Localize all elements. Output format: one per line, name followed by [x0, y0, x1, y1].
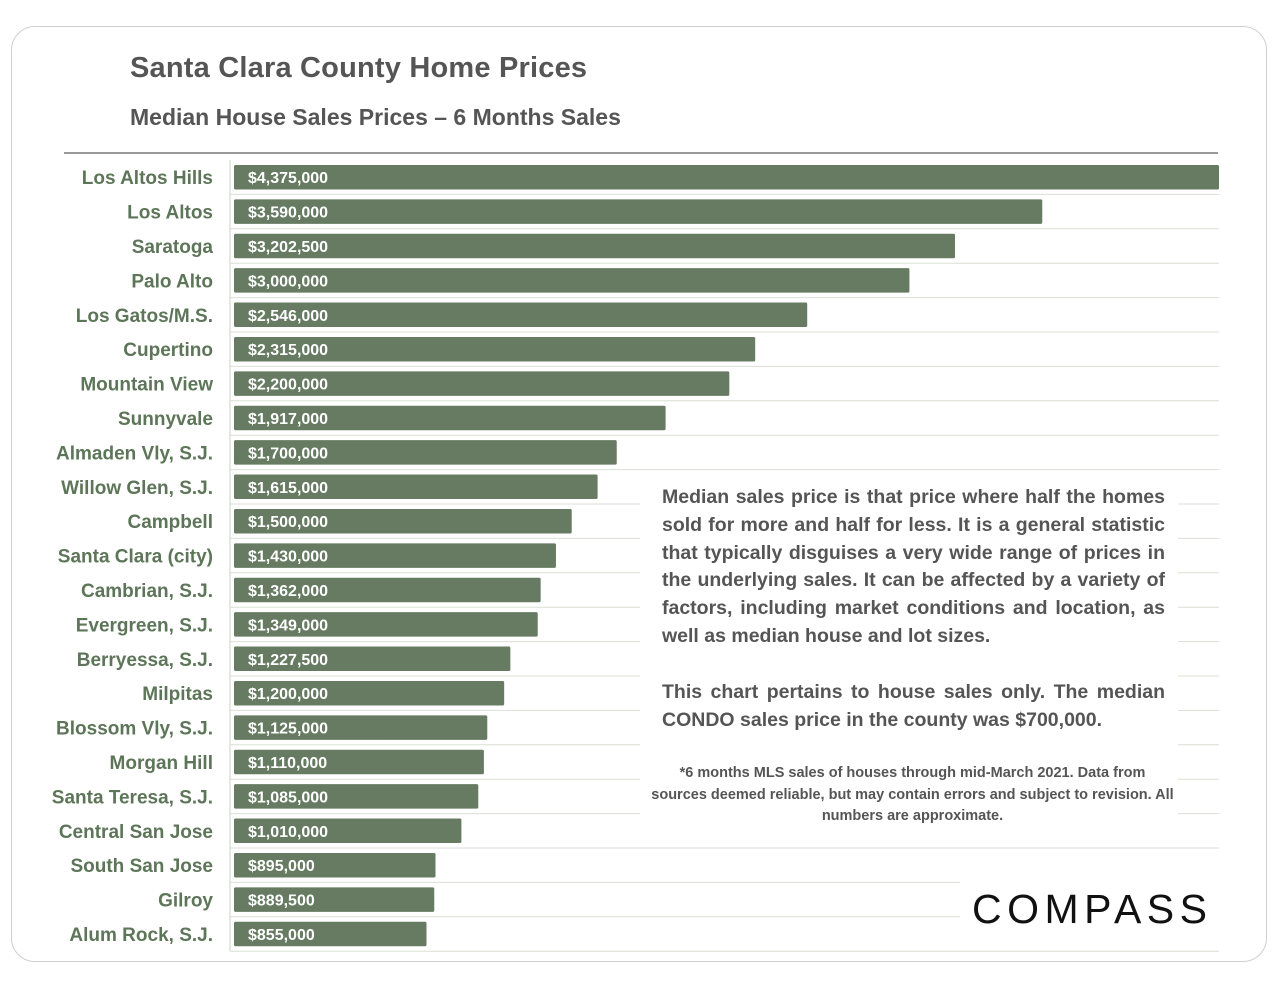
- bar: [234, 887, 435, 912]
- category-label: Sunnyvale: [118, 409, 213, 430]
- bar-value-label: $1,110,000: [248, 755, 327, 772]
- bar: [234, 508, 572, 534]
- bar-value-label: $889,500: [248, 893, 315, 910]
- category-label: Santa Teresa, S.J.: [52, 787, 213, 808]
- bar: [234, 646, 511, 672]
- category-label: Cambrian, S.J.: [81, 581, 213, 602]
- category-label: Mountain View: [80, 375, 213, 396]
- bar-value-label: $1,227,500: [248, 652, 328, 669]
- compass-logo: COMPASS: [972, 886, 1213, 932]
- bar-value-label: $1,615,000: [248, 480, 328, 497]
- category-label: Los Gatos/M.S.: [76, 306, 213, 327]
- chart-subtitle: Median House Sales Prices – 6 Months Sal…: [130, 104, 621, 130]
- bar: [234, 336, 756, 362]
- category-label: Central San Jose: [59, 822, 213, 843]
- bar: [234, 612, 538, 637]
- bar: [234, 577, 541, 603]
- bar: [234, 164, 1219, 190]
- bar: [234, 784, 479, 809]
- chart-title: Santa Clara County Home Prices: [130, 52, 588, 84]
- bar-value-label: $1,700,000: [248, 445, 328, 462]
- category-label: Cupertino: [123, 340, 213, 361]
- category-label: Los Altos Hills: [82, 168, 213, 189]
- source-footnote: *6 months MLS sales of houses through mi…: [651, 765, 1174, 824]
- bar: [234, 749, 484, 775]
- bar-value-label: $1,917,000: [248, 411, 328, 428]
- bar: [234, 818, 462, 844]
- category-label: Milpitas: [142, 684, 213, 705]
- category-label: Gilroy: [158, 891, 213, 912]
- category-label: Almaden Vly, S.J.: [56, 443, 213, 464]
- bar-value-label: $1,085,000: [248, 789, 328, 806]
- bar: [234, 302, 808, 328]
- category-label: Evergreen, S.J.: [76, 615, 213, 636]
- bar-value-label: $1,010,000: [248, 824, 328, 841]
- notes-panel: [640, 478, 1178, 816]
- category-label: Willow Glen, S.J.: [61, 478, 213, 499]
- bar-value-label: $1,200,000: [248, 686, 328, 703]
- note-condo-price: This chart pertains to house sales only.…: [662, 681, 1165, 731]
- category-label: Palo Alto: [131, 271, 213, 292]
- bar-value-label: $895,000: [248, 858, 315, 875]
- category-label: Morgan Hill: [110, 753, 213, 774]
- bar: [234, 405, 666, 431]
- bar: [234, 680, 505, 706]
- bar-value-label: $1,125,000: [248, 721, 328, 738]
- bar-value-label: $1,349,000: [248, 617, 328, 634]
- bar: [234, 199, 1043, 224]
- bar-value-label: $2,315,000: [248, 342, 328, 359]
- category-label: Los Altos: [127, 203, 213, 224]
- bar: [234, 371, 730, 396]
- bar: [234, 440, 617, 465]
- top-rule: [64, 152, 1218, 154]
- category-label: South San Jose: [70, 856, 213, 877]
- bar-value-label: $2,546,000: [248, 308, 328, 325]
- bar-value-label: $2,200,000: [248, 377, 328, 394]
- bar: [234, 921, 427, 947]
- bar: [234, 268, 910, 293]
- category-label: Santa Clara (city): [58, 547, 213, 568]
- category-label: Alum Rock, S.J.: [69, 925, 213, 946]
- bar: [234, 233, 956, 259]
- bar-value-label: $1,500,000: [248, 514, 328, 531]
- bar-value-label: $4,375,000: [248, 170, 328, 187]
- bar-value-label: $3,000,000: [248, 273, 328, 290]
- bar-value-label: $3,590,000: [248, 205, 328, 222]
- category-label: Saratoga: [132, 237, 214, 258]
- bar-value-label: $1,362,000: [248, 583, 328, 600]
- category-label: Berryessa, S.J.: [77, 650, 213, 671]
- bar: [234, 715, 488, 740]
- category-label: Blossom Vly, S.J.: [56, 719, 213, 740]
- bar-value-label: $855,000: [248, 927, 315, 944]
- bar: [234, 474, 598, 500]
- logo-panel: [960, 870, 1222, 950]
- note-median-definition: Median sales price is that price where h…: [662, 486, 1165, 647]
- bar-value-label: $3,202,500: [248, 239, 328, 256]
- category-label: Campbell: [127, 512, 213, 533]
- bar: [234, 852, 436, 878]
- bar-value-label: $1,430,000: [248, 549, 328, 566]
- bar: [234, 543, 556, 568]
